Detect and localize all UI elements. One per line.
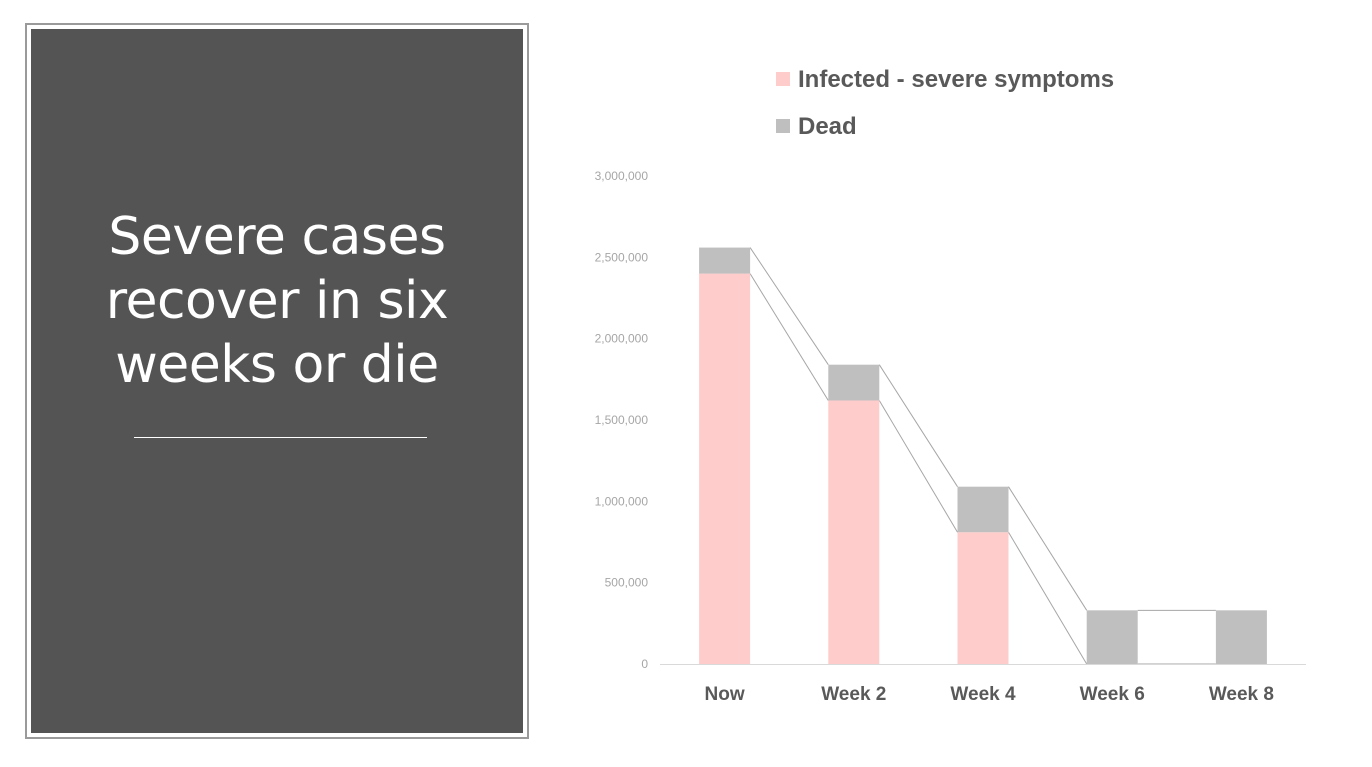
legend-label-0: Infected - severe symptoms xyxy=(798,66,1114,93)
series-line-0-2 xyxy=(1008,531,1088,665)
bar-1-1 xyxy=(828,364,880,401)
legend-swatch-1 xyxy=(776,119,790,133)
series-lines xyxy=(749,247,1216,665)
y-tick-label-0: 0 xyxy=(641,657,648,671)
y-tick-label-4: 2,000,000 xyxy=(595,332,649,346)
y-axis-labels: 0 500,000 1,000,000 1,500,000 2,000,000 2,500… xyxy=(595,169,649,671)
slide-title: Severe cases recover in six weeks or die xyxy=(31,205,523,397)
bar-1-2 xyxy=(957,486,1009,533)
series-line-1-1 xyxy=(878,364,958,487)
title-divider xyxy=(134,437,427,438)
y-tick-label-1: 500,000 xyxy=(605,576,649,590)
slide-title-line-2: recover in six xyxy=(105,271,449,331)
x-category-label-2: Week 4 xyxy=(950,684,1016,705)
title-panel-background: Severe cases recover in six weeks or die xyxy=(31,29,523,733)
bar-1-3 xyxy=(1086,610,1138,664)
y-tick-label-3: 1,500,000 xyxy=(595,413,649,427)
stacked-bar-chart: Infected - severe symptoms Dead 0 500,000 1… xyxy=(595,66,1306,705)
title-panel: Severe cases recover in six weeks or die xyxy=(25,23,529,739)
y-tick-label-2: 1,000,000 xyxy=(595,494,649,508)
chart-legend: Infected - severe symptoms Dead xyxy=(776,66,1114,140)
slide-title-line-1: Severe cases xyxy=(108,207,446,267)
bar-0-1 xyxy=(828,400,880,664)
x-category-label-0: Now xyxy=(705,684,745,705)
bar-1-0 xyxy=(699,247,751,274)
bar-0-0 xyxy=(699,273,751,664)
x-axis-labels: Now Week 2 Week 4 Week 6 Week 8 xyxy=(705,684,1274,705)
series-line-0-1 xyxy=(878,400,958,533)
bar-1-4 xyxy=(1215,610,1267,664)
series-line-1-2 xyxy=(1008,486,1088,611)
series-line-1-0 xyxy=(749,247,829,365)
legend-label-1: Dead xyxy=(798,113,857,140)
x-category-label-1: Week 2 xyxy=(821,684,886,705)
y-tick-label-5: 2,500,000 xyxy=(595,250,649,264)
series-line-0-0 xyxy=(749,273,829,401)
bars xyxy=(699,247,1267,664)
y-tick-label-6: 3,000,000 xyxy=(595,169,649,183)
slide-title-line-3: weeks or die xyxy=(115,335,439,395)
x-category-label-3: Week 6 xyxy=(1080,684,1145,705)
bar-0-2 xyxy=(957,532,1009,664)
legend-swatch-0 xyxy=(776,72,790,86)
x-category-label-4: Week 8 xyxy=(1209,684,1274,705)
